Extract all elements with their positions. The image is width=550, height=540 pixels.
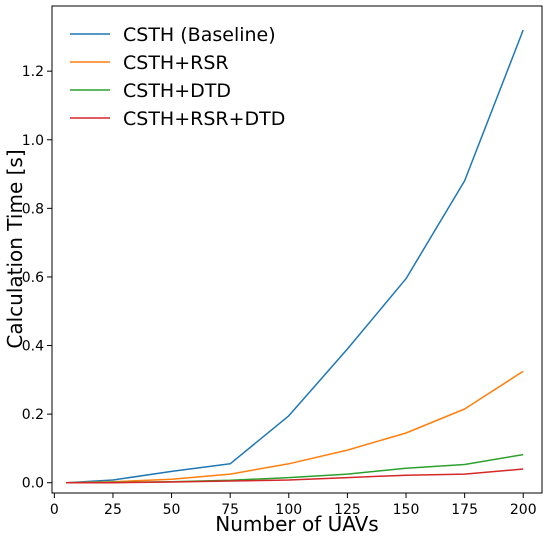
x-axis-label: Number of UAVs xyxy=(215,512,378,536)
y-tick-label: 1.0 xyxy=(22,133,44,149)
y-tick-label: 0.4 xyxy=(22,339,44,355)
x-tick-label: 100 xyxy=(275,502,302,518)
x-tick-label: 25 xyxy=(104,502,122,518)
series-line-0 xyxy=(66,29,524,484)
series-line-1 xyxy=(66,370,524,484)
x-tick-label: 125 xyxy=(334,502,361,518)
y-tick-label: 0.0 xyxy=(22,476,44,492)
series-line-3 xyxy=(66,468,524,484)
legend-label-2: CSTH+DTD xyxy=(123,80,231,102)
x-tick-label: 150 xyxy=(393,502,420,518)
x-tick-label: 75 xyxy=(221,502,239,518)
x-tick-label: 200 xyxy=(510,502,537,518)
y-tick-label: 1.2 xyxy=(22,64,44,80)
legend-label-0: CSTH (Baseline) xyxy=(123,24,276,46)
x-tick-label: 0 xyxy=(50,502,59,518)
x-tick-label: 50 xyxy=(163,502,181,518)
legend-label-1: CSTH+RSR xyxy=(123,52,229,74)
legend-label-3: CSTH+RSR+DTD xyxy=(123,108,285,130)
series-lines xyxy=(66,29,524,484)
y-tick-label: 0.2 xyxy=(22,407,44,423)
legend: CSTH (Baseline) CSTH+RSR CSTH+DTD CSTH+RSR+… xyxy=(58,12,290,136)
x-axis-ticks: 0 25 50 75 100 125 150 175 200 xyxy=(50,493,537,518)
y-axis-ticks: 0.0 0.2 0.4 0.6 0.8 1.0 1.2 xyxy=(22,64,52,492)
legend-frame xyxy=(58,12,290,136)
x-tick-label: 175 xyxy=(451,502,478,518)
y-axis-label: Calculation Time [s] xyxy=(3,149,27,348)
y-tick-label: 0.8 xyxy=(22,201,44,217)
y-tick-label: 0.6 xyxy=(22,270,44,286)
